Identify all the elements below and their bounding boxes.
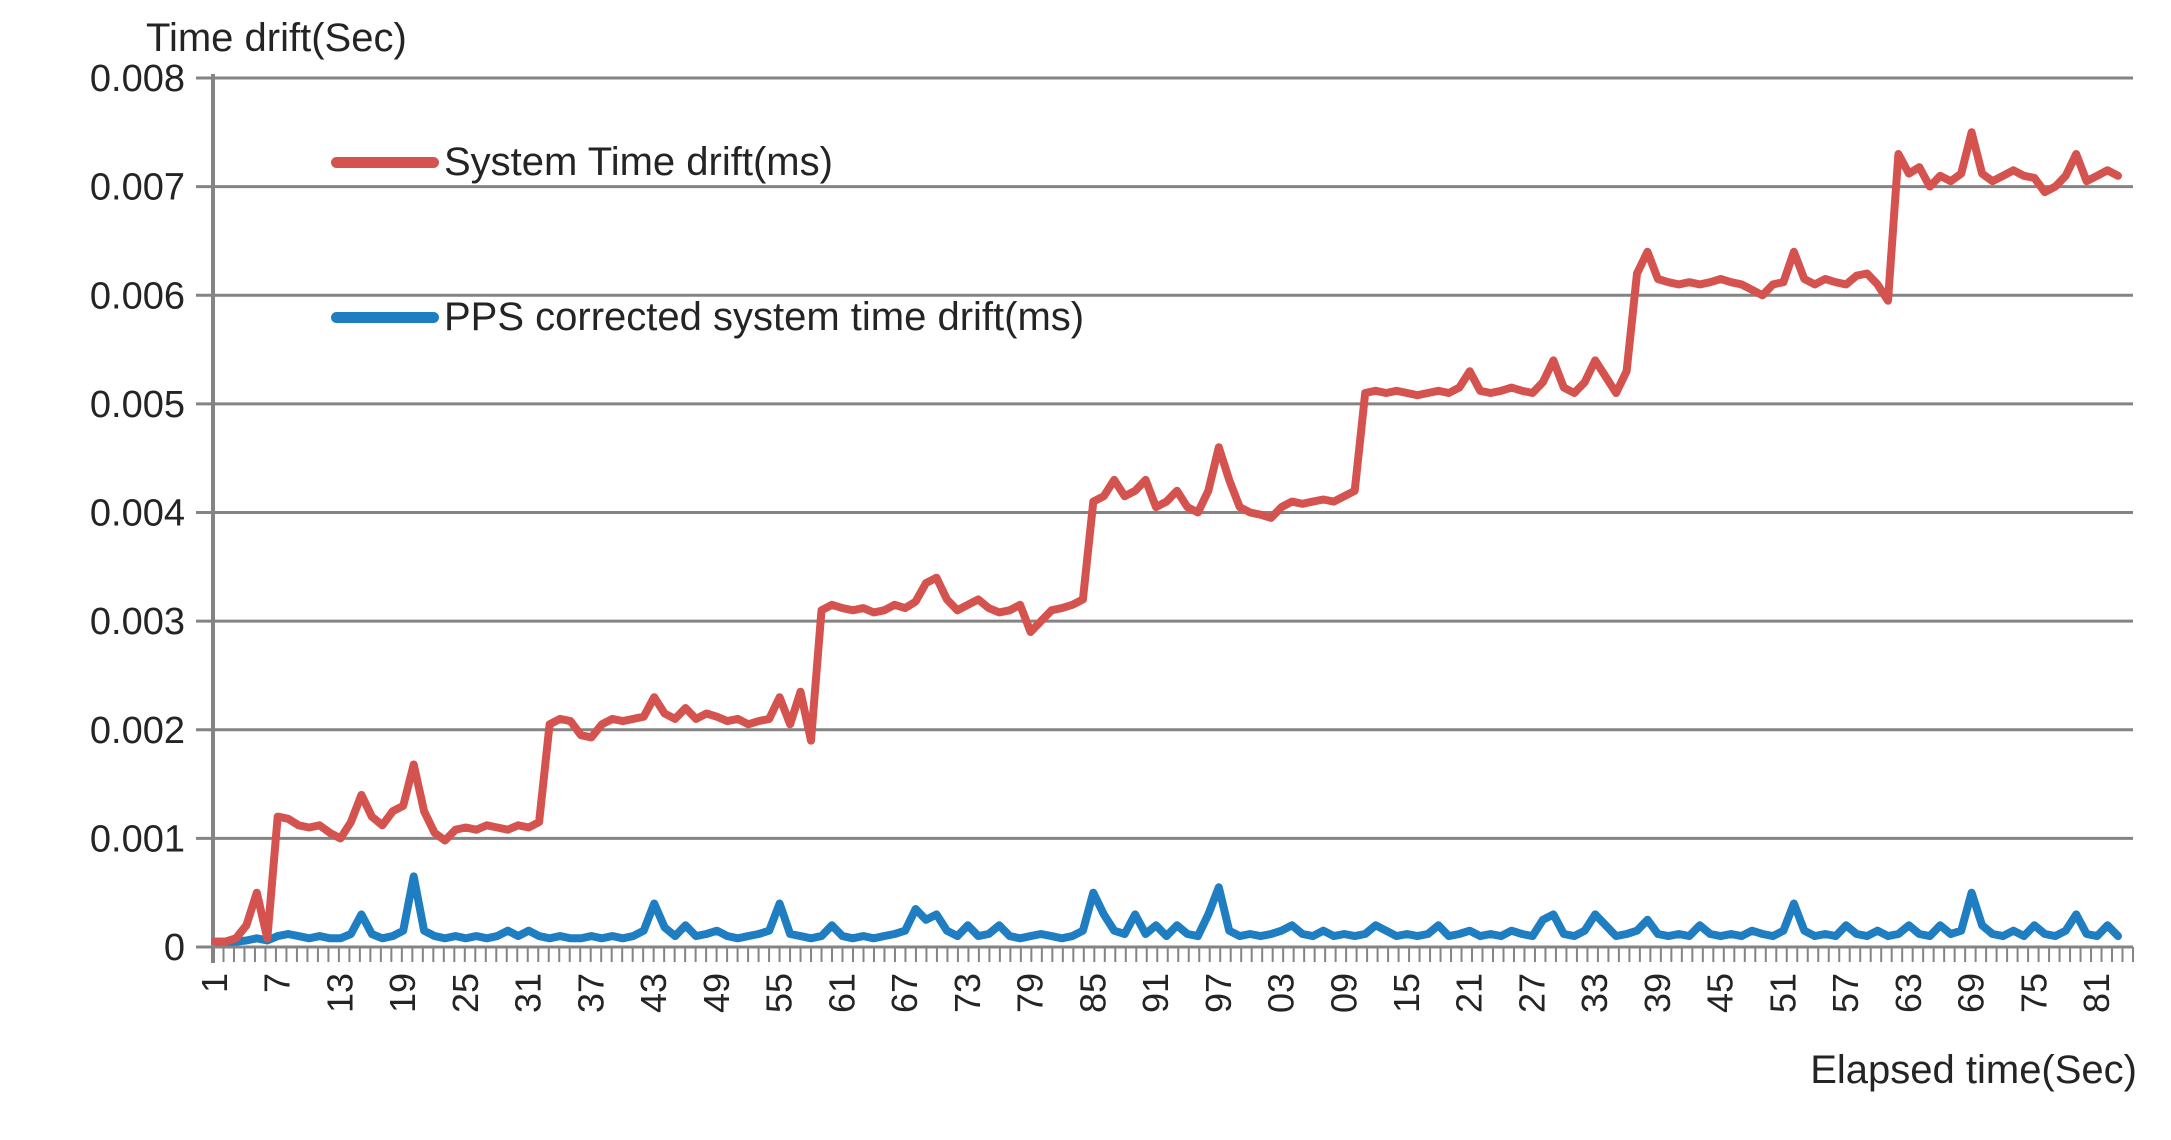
x-tick-label: 1 <box>194 973 235 993</box>
y-tick-label: 0.006 <box>90 275 185 317</box>
x-tick-label: 73 <box>947 973 988 1013</box>
y-tick-label: 0 <box>164 927 185 969</box>
x-axis-title: Elapsed time(Sec) <box>1810 1048 2137 1092</box>
x-tick-label: 91 <box>1135 973 1176 1013</box>
x-tick-label: 39 <box>1637 973 1678 1013</box>
x-tick-label: 03 <box>1261 973 1302 1013</box>
y-tick-label: 0.002 <box>90 710 185 752</box>
x-tick-label: 45 <box>1700 973 1741 1013</box>
x-tick-label: 21 <box>1449 973 1490 1013</box>
y-tick-label: 0.003 <box>90 601 185 643</box>
legend-label: System Time drift(ms) <box>444 139 833 184</box>
x-tick-label: 79 <box>1010 973 1051 1013</box>
x-tick-label: 37 <box>570 973 611 1013</box>
y-tick-label: 0.005 <box>90 384 185 426</box>
legend-label: PPS corrected system time drift(ms) <box>444 294 1085 339</box>
chart-title: Time drift(Sec) <box>146 16 407 60</box>
series-line-pps-corrected-drift <box>211 872 2122 946</box>
x-tick-label: 33 <box>1574 973 1615 1013</box>
x-tick-label: 85 <box>1072 973 1113 1013</box>
legend-item-system-time-drift: System Time drift(ms) <box>331 139 833 185</box>
x-tick-label: 81 <box>2076 973 2117 1013</box>
x-tick-label: 19 <box>382 973 423 1013</box>
legend-swatch-red-line <box>331 156 439 168</box>
x-tick-label: 75 <box>2013 973 2054 1013</box>
x-tick-label: 55 <box>759 973 800 1013</box>
x-tick-label: 61 <box>821 973 862 1013</box>
x-tick-label: 97 <box>1198 973 1239 1013</box>
x-tick-label: 15 <box>1386 973 1427 1013</box>
y-tick-label: 0.004 <box>90 493 185 535</box>
legend-item-pps-corrected-drift: PPS corrected system time drift(ms) <box>331 294 1084 340</box>
y-tick-label: 0.008 <box>90 58 185 100</box>
x-tick-label: 27 <box>1511 973 1552 1013</box>
x-tick-label: 31 <box>508 973 549 1013</box>
x-tick-label: 67 <box>884 973 925 1013</box>
y-tick-label: 0.007 <box>90 167 185 209</box>
x-tick-label: 25 <box>445 973 486 1013</box>
series-line-system-time-drift <box>211 128 2122 946</box>
x-tick-label: 51 <box>1762 973 1803 1013</box>
x-tick-label: 09 <box>1323 973 1364 1013</box>
x-tick-label: 43 <box>633 973 674 1013</box>
x-tick-label: 7 <box>257 973 298 993</box>
x-tick-label: 69 <box>1951 973 1992 1013</box>
x-tick-label: 63 <box>1888 973 1929 1013</box>
x-tick-label: 57 <box>1825 973 1866 1013</box>
legend-swatch-blue-line <box>331 311 439 323</box>
x-tick-label: 13 <box>319 973 360 1013</box>
y-tick-label: 0.001 <box>90 818 185 860</box>
x-tick-label: 49 <box>696 973 737 1013</box>
